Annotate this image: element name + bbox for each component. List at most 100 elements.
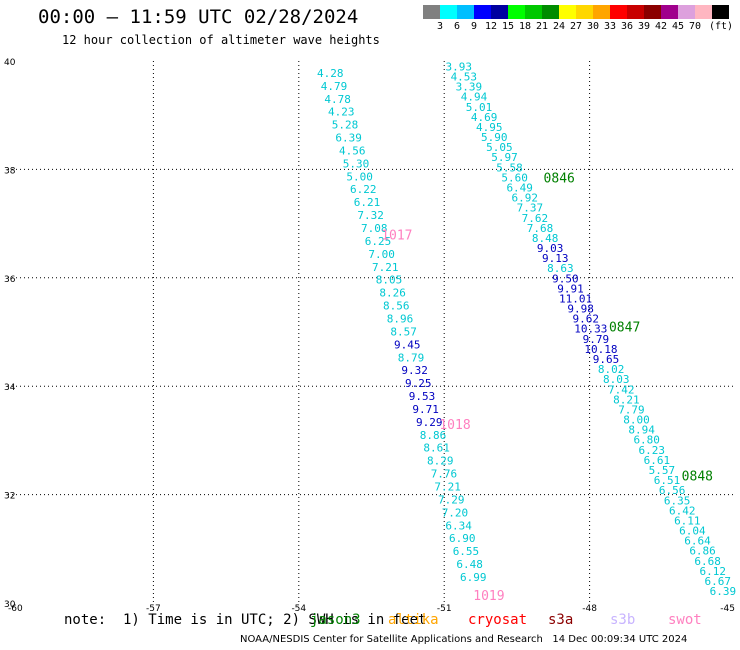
swh-value-label: 8.86	[420, 429, 447, 442]
swh-value-label: 4.94	[461, 91, 488, 104]
swh-value-label: 5.90	[481, 131, 508, 144]
swh-value-label: 7.20	[442, 506, 469, 519]
swh-value-label: 6.80	[633, 434, 660, 447]
swh-value-label: 8.56	[383, 300, 410, 313]
swh-value-label: 6.39	[710, 585, 737, 598]
x-tick-label: -48	[582, 604, 597, 614]
satellite-legend-s3a: s3a	[548, 612, 574, 628]
colorbar-swatch	[440, 5, 457, 19]
swh-value-label: 5.30	[343, 157, 370, 170]
swh-value-label: 9.29	[416, 416, 443, 429]
colorbar-swatch	[508, 5, 525, 19]
note-text: note: 1) Time is in UTC; 2) SWH is in fe…	[64, 612, 427, 628]
swh-value-label: 4.78	[324, 93, 351, 106]
satellite-tracks: 4.284.794.784.235.286.394.565.305.006.22…	[317, 60, 736, 598]
swh-value-label: 3.93	[445, 60, 472, 73]
swh-value-label: 6.42	[669, 504, 696, 517]
swh-value-label: 8.05	[376, 274, 403, 287]
swh-value-label: 7.42	[608, 383, 635, 396]
swh-value-label: 7.08	[361, 222, 388, 235]
swh-value-label: 8.03	[603, 373, 630, 386]
swh-value-label: 5.01	[466, 101, 493, 114]
swh-value-label: 4.53	[451, 71, 478, 84]
swh-value-label: 9.62	[572, 313, 599, 326]
colorbar-swatch	[525, 5, 542, 19]
x-tick-label: -60	[8, 604, 23, 614]
swh-value-label: 8.79	[398, 351, 425, 364]
swh-value-label: 7.00	[368, 248, 395, 261]
swh-value-label: 5.00	[346, 170, 373, 183]
colorbar-tick-label: 3	[436, 21, 444, 32]
swh-value-label: 5.60	[501, 171, 528, 184]
colorbar-tick-label: 9	[470, 21, 478, 32]
pass-time-label: 1017	[381, 228, 412, 243]
colorbar-swatch	[644, 5, 661, 19]
y-tick-label: 30	[4, 600, 16, 610]
swh-value-label: 9.50	[552, 272, 579, 285]
swh-value-label: 6.12	[699, 565, 726, 578]
colorbar-swatch	[423, 5, 440, 19]
pass-time-label: 0846	[544, 172, 575, 187]
swh-value-label: 9.25	[405, 377, 432, 390]
y-tick-label: 38	[4, 166, 16, 176]
pass-time-label: 0847	[609, 321, 640, 336]
swh-value-label: 6.51	[654, 474, 681, 487]
swh-value-label: 9.91	[557, 282, 584, 295]
colorbar-tick-label: 70	[688, 21, 702, 32]
swh-value-label: 6.61	[644, 454, 671, 467]
page-title: 00:00 – 11:59 UTC 02/28/2024	[38, 6, 359, 28]
colorbar-tick-label: 6	[453, 21, 461, 32]
colorbar-tick-label: 24	[552, 21, 566, 32]
colorbar-swatch	[610, 5, 627, 19]
colorbar-swatch	[712, 5, 729, 19]
colorbar-tick-label: 42	[654, 21, 668, 32]
swh-value-label: 6.39	[335, 132, 362, 145]
swh-value-label: 8.21	[613, 393, 640, 406]
swh-value-label: 7.79	[618, 403, 645, 416]
axis-ticks: 30 32 34 36 38 40 -60 -57 -54 -51 -48 -45	[4, 58, 735, 614]
x-tick-label: -54	[291, 604, 306, 614]
time-labels: 0846 0847 0848 1017 1018 1019	[381, 172, 713, 604]
colorbar-swatch	[661, 5, 678, 19]
colorbar-swatch	[457, 5, 474, 19]
y-tick-label: 32	[4, 492, 15, 502]
x-tick-label: -51	[437, 604, 452, 614]
y-tick-label: 40	[4, 58, 16, 68]
swh-value-label: 6.92	[512, 192, 539, 205]
pass-time-label: 0848	[682, 470, 713, 485]
swh-value-label: 9.65	[593, 353, 620, 366]
page-subtitle: 12 hour collection of altimeter wave hei…	[62, 33, 380, 47]
swh-value-label: 6.25	[365, 235, 392, 248]
swh-value-label: 7.29	[438, 493, 465, 506]
swh-value-label: 9.79	[583, 333, 610, 346]
swh-value-label: 6.48	[456, 558, 483, 571]
colorbar-tick-label: 15	[501, 21, 515, 32]
swh-value-label: 5.97	[491, 151, 518, 164]
swh-value-label: 5.57	[649, 464, 676, 477]
satellite-legend-swot: swot	[668, 612, 702, 628]
swh-value-label: 5.28	[332, 119, 359, 132]
swh-value-label: 6.22	[350, 183, 377, 196]
swh-value-label: 9.98	[567, 303, 594, 316]
satellite-legend-jason3: jason3	[310, 612, 361, 628]
satellite-legend-s3b: s3b	[610, 612, 636, 628]
swh-value-label: 8.94	[628, 424, 655, 437]
swh-value-label: 8.26	[379, 287, 406, 300]
colorbar-swatch	[474, 5, 491, 19]
colorbar-swatch	[491, 5, 508, 19]
swh-value-label: 6.90	[449, 532, 476, 545]
x-tick-label: -57	[146, 604, 161, 614]
satellite-legend-cryosat: cryosat	[468, 612, 528, 628]
swh-value-label: 5.58	[496, 161, 523, 174]
colorbar-tick-label: 18	[518, 21, 532, 32]
y-tick-label: 34	[4, 383, 16, 393]
colorbar-units: (ft)	[709, 21, 734, 32]
footer-credit: NOAA/NESDIS Center for Satellite Applica…	[240, 634, 688, 645]
swh-value-label: 10.33	[574, 323, 607, 336]
swh-value-label: 9.32	[401, 364, 428, 377]
swh-value-label: 8.48	[532, 232, 559, 245]
swh-value-label: 11.01	[559, 292, 592, 305]
swh-value-label: 6.55	[453, 545, 480, 558]
